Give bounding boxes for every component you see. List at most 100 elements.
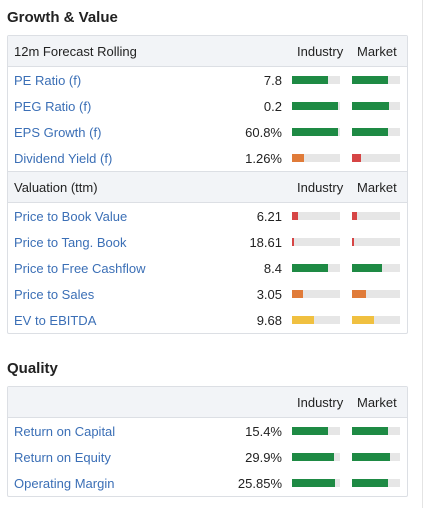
metric-link-operating-margin[interactable]: Operating Margin: [14, 475, 115, 491]
metric-row-eps-growth-f: EPS Growth (f) 60.8%: [8, 119, 407, 145]
metric-row-return-on-equity: Return on Equity 29.9%: [8, 444, 407, 470]
metric-link-price-to-book-value[interactable]: Price to Book Value: [14, 208, 128, 224]
metric-link-pe-ratio-f[interactable]: PE Ratio (f): [14, 72, 82, 88]
metric-link-peg-ratio-f[interactable]: PEG Ratio (f): [14, 98, 92, 114]
metric-link-price-to-sales[interactable]: Price to Sales: [14, 286, 95, 302]
market-rank-bar-fill: [352, 128, 388, 136]
industry-rank-bar: [292, 154, 340, 162]
metric-value: 6.21: [256, 208, 282, 224]
market-column-header: Market: [357, 394, 397, 410]
industry-rank-bar: [292, 212, 340, 220]
metric-link-eps-growth-f[interactable]: EPS Growth (f): [14, 124, 102, 140]
metric-row-price-to-sales: Price to Sales 3.05: [8, 281, 407, 307]
growth-value-card: 12m Forecast Rolling Industry Market PE …: [7, 35, 408, 334]
market-rank-bar-fill: [352, 76, 388, 84]
market-rank-bar: [352, 264, 400, 272]
industry-rank-bar: [292, 479, 340, 487]
industry-column-header: Industry: [297, 43, 344, 59]
quality-header: Industry Market: [8, 387, 407, 418]
metric-link-price-to-free-cashflow[interactable]: Price to Free Cashflow: [14, 260, 146, 276]
metric-row-price-to-free-cashflow: Price to Free Cashflow 8.4: [8, 255, 407, 281]
industry-rank-bar-fill: [292, 453, 335, 461]
industry-rank-bar: [292, 128, 340, 136]
section-title-quality: Quality: [7, 360, 58, 377]
market-rank-bar: [352, 290, 400, 298]
metric-row-ev-to-ebitda: EV to EBITDA 9.68: [8, 307, 407, 333]
market-rank-bar-fill: [352, 238, 354, 246]
market-rank-bar: [352, 238, 400, 246]
quality-card: Industry Market Return on Capital 15.4% Re…: [7, 386, 408, 497]
market-rank-bar: [352, 427, 400, 435]
forecast-header: 12m Forecast Rolling Industry Market: [8, 36, 407, 67]
market-rank-bar: [352, 316, 400, 324]
market-column-header: Market: [357, 179, 397, 195]
industry-column-header: Industry: [297, 394, 344, 410]
valuation-rows: Price to Book Value 6.21 Price to Tang. Bo…: [8, 203, 407, 333]
metric-value: 1.26%: [245, 150, 282, 166]
industry-rank-bar-fill: [292, 290, 303, 298]
industry-rank-bar: [292, 76, 340, 84]
metric-row-operating-margin: Operating Margin 25.85%: [8, 470, 407, 496]
metric-value: 8.4: [263, 260, 282, 276]
metric-row-price-to-book-value: Price to Book Value 6.21: [8, 203, 407, 229]
metric-value: 7.8: [263, 72, 282, 88]
industry-rank-bar: [292, 316, 340, 324]
metric-link-ev-to-ebitda[interactable]: EV to EBITDA: [14, 312, 97, 328]
forecast-rows: PE Ratio (f) 7.8 PEG Ratio (f) 0.2 EPS Growt…: [8, 67, 407, 171]
metric-link-price-to-tang-book[interactable]: Price to Tang. Book: [14, 234, 127, 250]
industry-column-header: Industry: [297, 179, 344, 195]
metric-value: 25.85%: [237, 475, 282, 491]
industry-rank-bar: [292, 102, 340, 110]
market-rank-bar-fill: [352, 479, 388, 487]
industry-rank-bar-fill: [292, 212, 298, 220]
scrollbar-track[interactable]: [422, 0, 423, 508]
market-rank-bar: [352, 154, 400, 162]
metric-link-return-on-equity[interactable]: Return on Equity: [14, 449, 111, 465]
metric-value: 0.2: [263, 98, 282, 114]
metric-value: 3.05: [256, 286, 282, 302]
industry-rank-bar-fill: [292, 102, 338, 110]
market-rank-bar: [352, 212, 400, 220]
metric-value: 15.4%: [245, 423, 282, 439]
market-rank-bar: [352, 479, 400, 487]
industry-rank-bar-fill: [292, 316, 314, 324]
industry-rank-bar-fill: [292, 76, 328, 84]
metric-link-return-on-capital[interactable]: Return on Capital: [14, 423, 116, 439]
industry-rank-bar: [292, 453, 340, 461]
market-rank-bar-fill: [352, 102, 390, 110]
market-rank-bar-fill: [352, 212, 357, 220]
industry-rank-bar-fill: [292, 128, 338, 136]
market-column-header: Market: [357, 43, 397, 59]
metric-link-dividend-yield-f[interactable]: Dividend Yield (f): [14, 150, 113, 166]
industry-rank-bar-fill: [292, 264, 328, 272]
market-rank-bar-fill: [352, 427, 388, 435]
metric-value: 60.8%: [245, 124, 282, 140]
forecast-header-label: 12m Forecast Rolling: [14, 43, 137, 59]
metric-row-peg-ratio-f: PEG Ratio (f) 0.2: [8, 93, 407, 119]
industry-rank-bar-fill: [292, 238, 294, 246]
industry-rank-bar-fill: [292, 427, 328, 435]
market-rank-bar-fill: [352, 453, 391, 461]
metric-row-pe-ratio-f: PE Ratio (f) 7.8: [8, 67, 407, 93]
industry-rank-bar: [292, 264, 340, 272]
industry-rank-bar: [292, 290, 340, 298]
industry-rank-bar-fill: [292, 479, 336, 487]
quality-rows: Return on Capital 15.4% Return on Equity 29…: [8, 418, 407, 496]
metric-value: 18.61: [249, 234, 282, 250]
market-rank-bar: [352, 128, 400, 136]
market-rank-bar: [352, 102, 400, 110]
metric-row-price-to-tang-book: Price to Tang. Book 18.61: [8, 229, 407, 255]
industry-rank-bar: [292, 238, 340, 246]
metric-value: 9.68: [256, 312, 282, 328]
metric-row-return-on-capital: Return on Capital 15.4%: [8, 418, 407, 444]
industry-rank-bar-fill: [292, 154, 304, 162]
valuation-header: Valuation (ttm) Industry Market: [8, 171, 407, 203]
market-rank-bar: [352, 453, 400, 461]
market-rank-bar: [352, 76, 400, 84]
valuation-header-label: Valuation (ttm): [14, 179, 98, 195]
section-title-growth-value: Growth & Value: [7, 9, 118, 26]
market-rank-bar-fill: [352, 154, 361, 162]
metric-value: 29.9%: [245, 449, 282, 465]
market-rank-bar-fill: [352, 316, 374, 324]
market-rank-bar-fill: [352, 290, 367, 298]
